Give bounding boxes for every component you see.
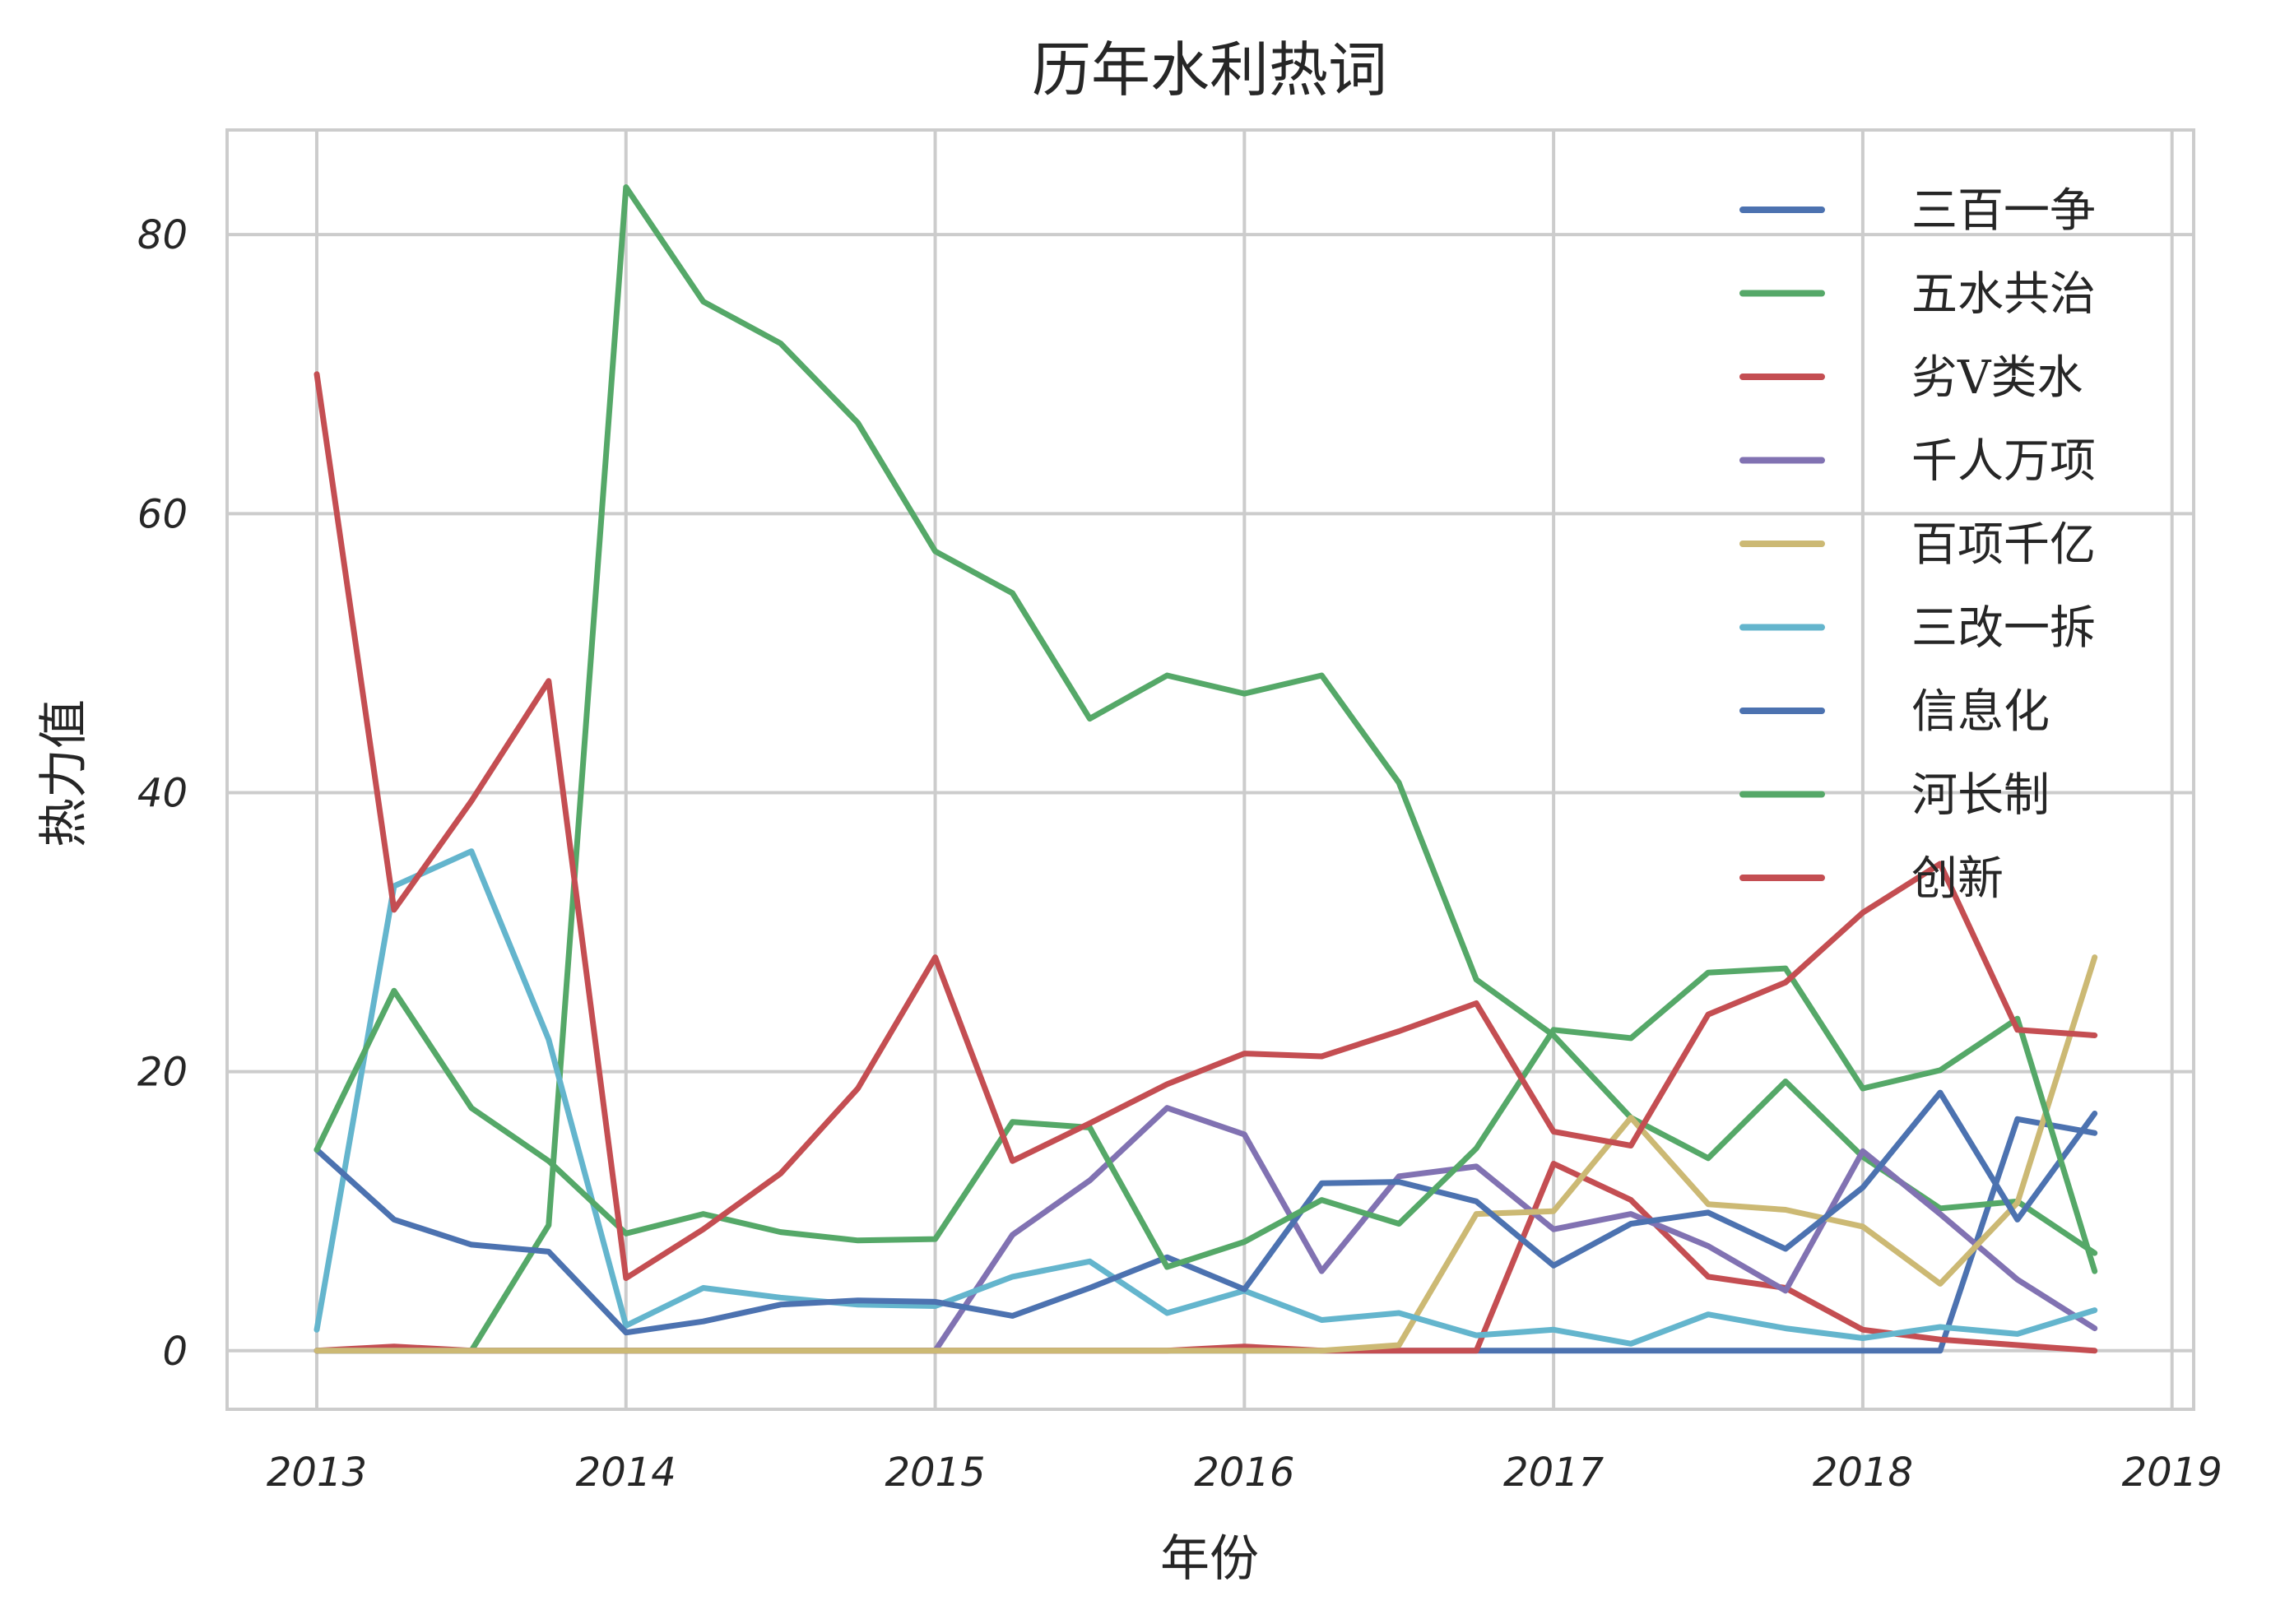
x-tick-label: 2017 — [1503, 1450, 1605, 1496]
legend-label: 千人万项 — [1911, 435, 2096, 489]
legend-label: 三改一拆 — [1911, 602, 2096, 656]
legend-label: 五水共治 — [1911, 268, 2096, 322]
grid-lines — [227, 130, 2194, 1409]
series-line-7 — [313, 1089, 2098, 1336]
x-tick-label: 2015 — [885, 1450, 985, 1496]
legend-label: 百项千亿 — [1911, 518, 2096, 572]
x-tick-label: 2019 — [2122, 1450, 2222, 1496]
y-tick-label: 80 — [137, 212, 188, 258]
x-tick-label: 2013 — [267, 1450, 367, 1496]
legend-label: 劣V类水 — [1911, 351, 2083, 405]
series-line-8 — [313, 965, 2098, 1274]
x-tick-labels: 2013 2014 2015 2016 2017 2018 2019 — [267, 1450, 2222, 1496]
legend-label: 河长制 — [1911, 769, 2050, 823]
series-line-2 — [313, 184, 2098, 1354]
x-axis-label: 年份 — [1160, 1530, 1259, 1588]
x-tick-label: 2018 — [1813, 1450, 1913, 1496]
series-line-5 — [313, 954, 2098, 1354]
y-tick-label: 0 — [162, 1329, 188, 1375]
y-tick-label: 60 — [137, 491, 188, 537]
series-line-9 — [313, 371, 2098, 1282]
y-tick-labels: 0 20 40 60 80 — [137, 212, 188, 1375]
chart-title: 历年水利热词 — [1032, 35, 1387, 104]
y-axis-label: 热力值 — [35, 699, 93, 847]
x-tick-label: 2016 — [1194, 1450, 1294, 1496]
y-tick-label: 40 — [137, 770, 188, 816]
legend-label: 信息化 — [1911, 685, 2050, 739]
plot-area — [225, 128, 2195, 1411]
legend-label: 三百一争 — [1911, 184, 2096, 238]
series-line-6 — [313, 848, 2098, 1347]
x-tick-label: 2014 — [576, 1450, 676, 1496]
y-tick-label: 20 — [137, 1050, 188, 1096]
series-lines — [313, 184, 2098, 1354]
legend-label: 创新 — [1911, 852, 2004, 906]
